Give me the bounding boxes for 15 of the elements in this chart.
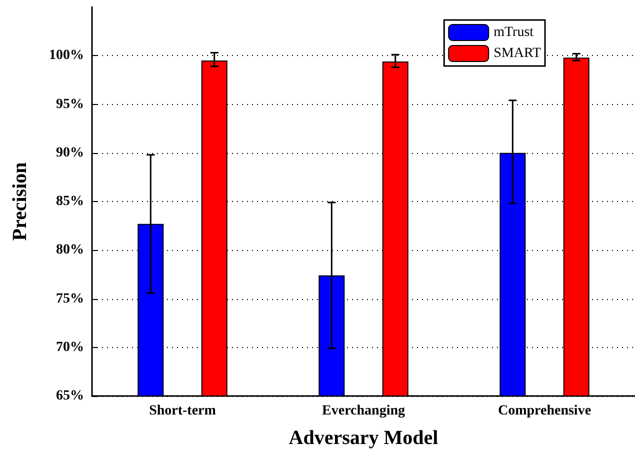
legend-label: SMART xyxy=(494,46,542,61)
y-tick-label: 75% xyxy=(56,291,84,306)
legend-label: mTrust xyxy=(494,25,534,40)
y-tick-label: 85% xyxy=(56,194,84,209)
y-tick-label: 80% xyxy=(56,242,84,258)
y-tick-label: 65% xyxy=(56,388,84,404)
y-tick-label: 90% xyxy=(56,145,84,160)
y-tick-label: 100% xyxy=(49,48,84,64)
x-tick-label: Short-term xyxy=(149,404,216,418)
x-tick-label: Everchanging xyxy=(322,404,405,418)
x-axis-title: Adversary Model xyxy=(288,427,439,449)
x-tick-label: Comprehensive xyxy=(498,404,592,418)
y-tick-label: 70% xyxy=(56,340,84,355)
y-axis-title: Precision xyxy=(9,162,31,241)
y-tick-label: 95% xyxy=(56,96,84,112)
